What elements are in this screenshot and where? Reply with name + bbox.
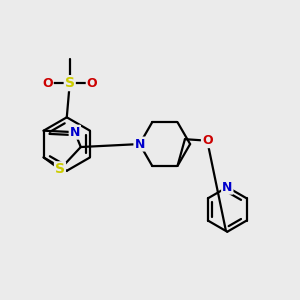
Text: N: N <box>70 126 80 139</box>
Text: S: S <box>65 76 75 90</box>
Text: N: N <box>134 138 145 151</box>
Text: N: N <box>222 181 232 194</box>
Text: O: O <box>42 76 53 90</box>
Text: S: S <box>55 162 65 176</box>
Text: O: O <box>202 134 212 147</box>
Text: O: O <box>87 76 98 90</box>
